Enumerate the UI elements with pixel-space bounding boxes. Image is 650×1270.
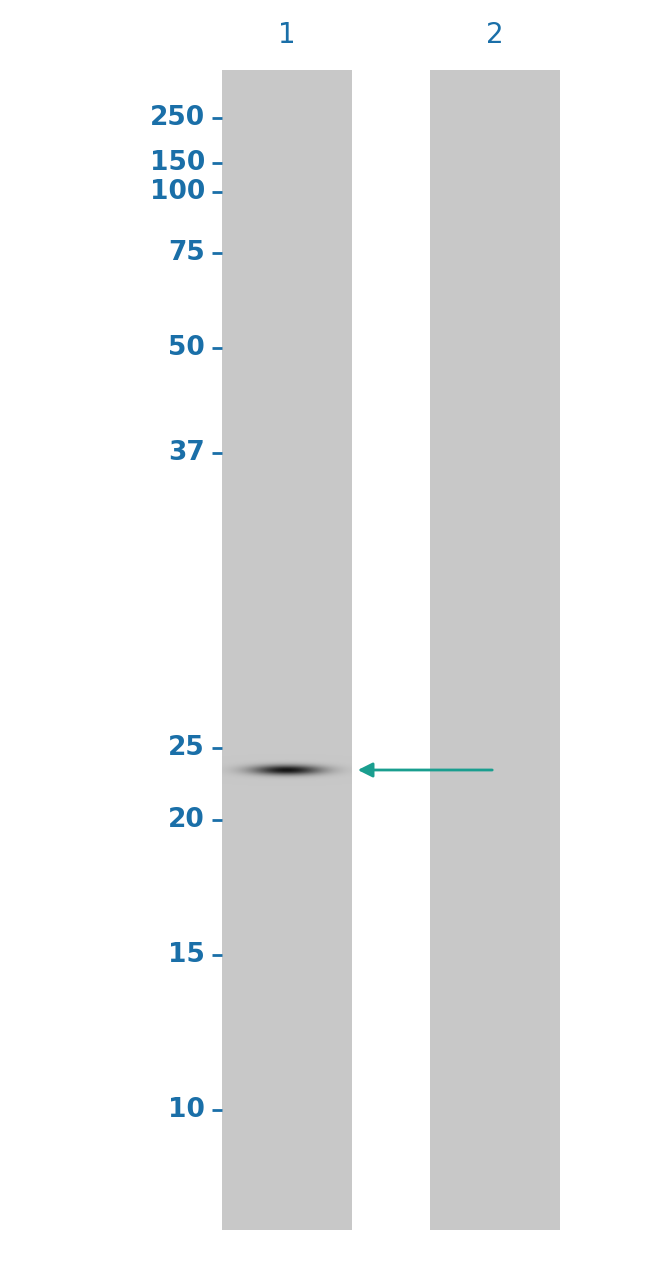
Text: 250: 250 bbox=[150, 105, 205, 131]
Text: 1: 1 bbox=[278, 22, 296, 50]
Text: 75: 75 bbox=[168, 240, 205, 265]
Text: 50: 50 bbox=[168, 335, 205, 361]
Bar bbox=[222, 70, 352, 1231]
Text: 15: 15 bbox=[168, 942, 205, 968]
Text: 2: 2 bbox=[486, 22, 504, 50]
Text: 100: 100 bbox=[150, 179, 205, 204]
Text: 37: 37 bbox=[168, 439, 205, 466]
Text: 10: 10 bbox=[168, 1097, 205, 1123]
Text: 150: 150 bbox=[150, 150, 205, 177]
Bar bbox=[430, 70, 560, 1231]
Text: 25: 25 bbox=[168, 735, 205, 761]
Text: 20: 20 bbox=[168, 806, 205, 833]
